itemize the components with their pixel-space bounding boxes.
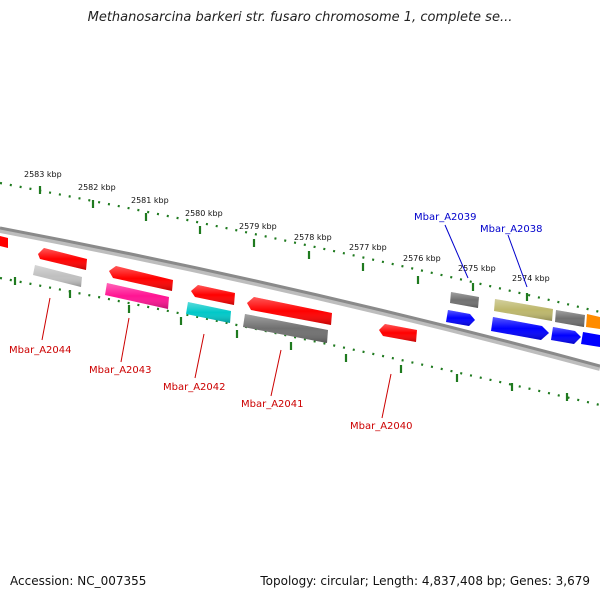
gene-label-mbar-a2042[interactable]: Mbar_A2042 [163, 382, 226, 393]
tick-label: 2576 kbp [403, 254, 441, 263]
leader-line [194, 333, 205, 379]
tick-label: 2575 kbp [458, 264, 496, 273]
tick-label: 2581 kbp [131, 196, 169, 205]
leader-line [120, 317, 130, 363]
tick-label: 2582 kbp [78, 183, 116, 192]
tick-label: 2583 kbp [24, 170, 62, 179]
tick-labels: 2583 kbp 2582 kbp 2581 kbp 2580 kbp 2579… [24, 170, 550, 283]
gene-feature[interactable] [581, 332, 600, 347]
tick-label: 2577 kbp [349, 243, 387, 252]
inner-major-ticks [13, 277, 569, 401]
tick-label: 2574 kbp [512, 274, 550, 283]
accession-text: Accession: NC_007355 [10, 574, 147, 588]
gene-label-mbar-a2039[interactable]: Mbar_A2039 [414, 212, 477, 223]
gene-feature[interactable] [0, 236, 8, 248]
leader-line [41, 297, 51, 341]
feature-shading [33, 248, 585, 344]
backbone [0, 226, 600, 368]
backbone-shadow [0, 227, 600, 371]
tick-label: 2579 kbp [239, 222, 277, 231]
gene-label-mbar-a2040[interactable]: Mbar_A2040 [350, 421, 413, 432]
gene-label-mbar-a2043[interactable]: Mbar_A2043 [89, 365, 152, 376]
map-title: Methanosarcina barkeri str. fusaro chrom… [87, 10, 513, 25]
gene-label-mbar-a2041[interactable]: Mbar_A2041 [241, 399, 304, 410]
label-leaders [41, 224, 528, 419]
leader-line [270, 349, 282, 397]
topology-text: Topology: circular; Length: 4,837,408 bp… [260, 574, 590, 588]
gene-label-mbar-a2044[interactable]: Mbar_A2044 [9, 345, 72, 356]
outer-major-ticks [38, 186, 529, 301]
tick-label: 2578 kbp [294, 233, 332, 242]
leader-line [381, 373, 392, 419]
tick-label: 2580 kbp [185, 209, 223, 218]
leader-line [444, 224, 469, 279]
leader-line [507, 234, 528, 288]
gene-label-mbar-a2038[interactable]: Mbar_A2038 [480, 224, 543, 235]
gene-labels: Mbar_A2039 Mbar_A2038 Mbar_A2044 Mbar_A2… [9, 212, 543, 432]
gene-feature[interactable] [586, 314, 600, 329]
